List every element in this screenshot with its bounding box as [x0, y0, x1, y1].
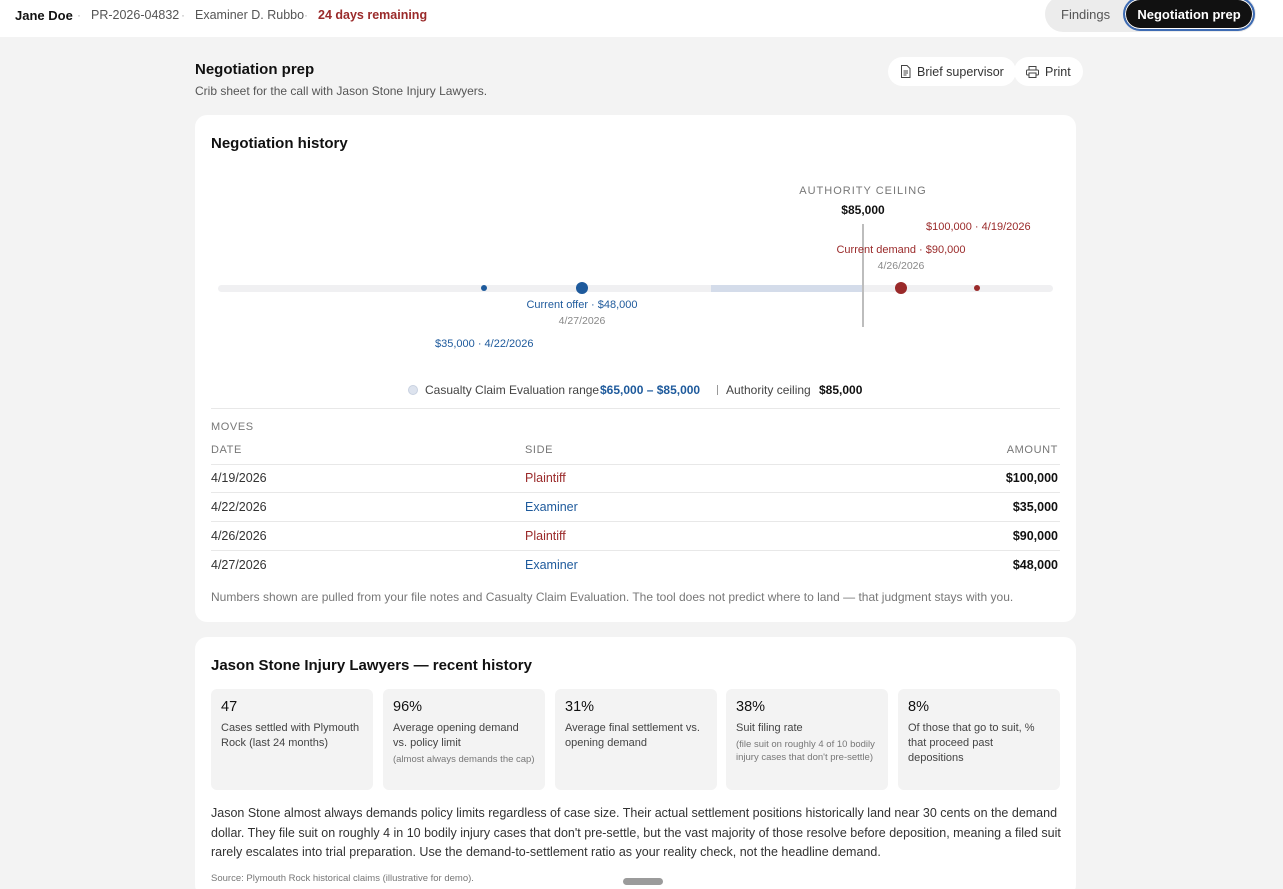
authority-ceiling-marker [862, 224, 864, 327]
stat-note: (almost always demands the cap) [393, 754, 535, 765]
move-date: 4/26/2026 [211, 529, 267, 543]
separator: · [181, 8, 185, 22]
stat-description: Of those that go to suit, % that proceed… [908, 722, 1035, 764]
moves-heading: MOVES [211, 421, 254, 433]
move-date: 4/19/2026 [211, 471, 267, 485]
move-amount: $48,000 [1012, 558, 1058, 572]
row-divider [211, 492, 1060, 493]
current-demand-label: Current demand · $90,000 [836, 244, 966, 256]
column-date: DATE [211, 444, 242, 456]
stat-value: 38% [736, 699, 766, 715]
print-button[interactable]: Print [1014, 57, 1083, 86]
examiner-offer-point[interactable] [481, 285, 487, 291]
claimant-name: Jane Doe [15, 8, 73, 23]
stat-value: 47 [221, 699, 238, 715]
row-divider [211, 464, 1060, 465]
divider [211, 408, 1060, 409]
move-side: Plaintiff [525, 529, 566, 543]
authority-ceiling-label: AUTHORITY CEILING [799, 185, 927, 197]
brief-supervisor-label: Brief supervisor [917, 64, 1004, 79]
source-note: Source: Plymouth Rock historical claims … [211, 873, 474, 884]
ceiling-legend-swatch [717, 385, 718, 395]
top-bar: Jane Doe · PR-2026-04832 · Examiner D. R… [0, 0, 1283, 37]
move-side: Examiner [525, 558, 578, 572]
card-title: Negotiation history [211, 135, 348, 152]
move-date: 4/27/2026 [211, 558, 267, 572]
demand-label: $100,000 · 4/19/2026 [926, 221, 1031, 233]
move-side: Plaintiff [525, 471, 566, 485]
stat-note: (file suit on roughly 4 of 10 bodily inj… [736, 739, 875, 763]
stat-value: 96% [393, 699, 423, 715]
column-amount: AMOUNT [1006, 444, 1058, 456]
separator: · [77, 8, 81, 22]
range-legend-swatch [408, 385, 418, 395]
move-amount: $90,000 [1012, 529, 1058, 543]
firm-history-card: Jason Stone Injury Lawyers — recent hist… [195, 637, 1076, 889]
scroll-handle[interactable] [623, 878, 663, 885]
tab-findings[interactable]: Findings [1061, 7, 1111, 22]
claim-number: PR-2026-04832 [91, 8, 180, 22]
move-amount: $100,000 [1005, 471, 1058, 485]
brief-supervisor-button[interactable]: Brief supervisor [888, 57, 1016, 86]
examiner-name: Examiner D. Rubbo [195, 8, 305, 22]
tab-negotiation-prep[interactable]: Negotiation prep [1123, 0, 1255, 31]
printer-icon [1026, 65, 1039, 78]
firm-summary: Jason Stone almost always demands policy… [211, 806, 1061, 859]
offer-label: $35,000 · 4/22/2026 [435, 338, 534, 350]
stat-description: Cases settled with Plymouth Rock (last 2… [221, 722, 360, 749]
timeline-track [218, 285, 1053, 292]
disclaimer-note: Numbers shown are pulled from your file … [211, 590, 1014, 604]
range-legend-label: Casualty Claim Evaluation range [425, 383, 600, 397]
ceiling-legend-label: Authority ceiling [726, 383, 811, 397]
current-demand-date: 4/26/2026 [877, 260, 925, 272]
stat-value: 31% [565, 699, 595, 715]
stat-description: Average final settlement vs. opening dem… [565, 722, 700, 749]
range-legend-value: $65,000 – $85,000 [600, 383, 701, 397]
current-demand-point[interactable] [895, 282, 907, 294]
stat-description: Average opening demand vs. policy limit [393, 722, 519, 749]
stat-tile: 38% Suit filing rate (file suit on rough… [726, 689, 888, 790]
evaluation-range-band [711, 285, 863, 292]
plaintiff-demand-point[interactable] [974, 285, 980, 291]
stat-tile: 96% Average opening demand vs. policy li… [383, 689, 545, 790]
row-divider [211, 550, 1060, 551]
stat-description: Suit filing rate [736, 722, 803, 734]
row-divider [211, 521, 1060, 522]
days-remaining: 24 days remaining [318, 8, 428, 22]
page-title: Negotiation prep [195, 61, 315, 78]
current-offer-point[interactable] [576, 282, 588, 294]
negotiation-history-card: Negotiation history AUTHORITY CEILING $8… [195, 115, 1076, 622]
stat-tile: 31% Average final settlement vs. opening… [555, 689, 717, 790]
move-amount: $35,000 [1012, 500, 1058, 514]
card-title: Jason Stone Injury Lawyers — recent hist… [211, 657, 532, 674]
separator: · [304, 8, 308, 22]
page-subtitle: Crib sheet for the call with Jason Stone… [195, 84, 488, 98]
ceiling-legend-value: $85,000 [819, 383, 863, 397]
column-side: SIDE [525, 444, 554, 456]
current-offer-date: 4/27/2026 [558, 315, 606, 327]
stat-tile: 47 Cases settled with Plymouth Rock (las… [211, 689, 373, 790]
stat-value: 8% [908, 699, 929, 715]
authority-ceiling-value: $85,000 [841, 203, 885, 217]
move-date: 4/22/2026 [211, 500, 267, 514]
stat-tile: 8% Of those that go to suit, % that proc… [898, 689, 1060, 790]
document-icon [900, 65, 911, 78]
move-side: Examiner [525, 500, 578, 514]
print-label: Print [1045, 64, 1071, 79]
current-offer-label: Current offer · $48,000 [526, 299, 638, 311]
